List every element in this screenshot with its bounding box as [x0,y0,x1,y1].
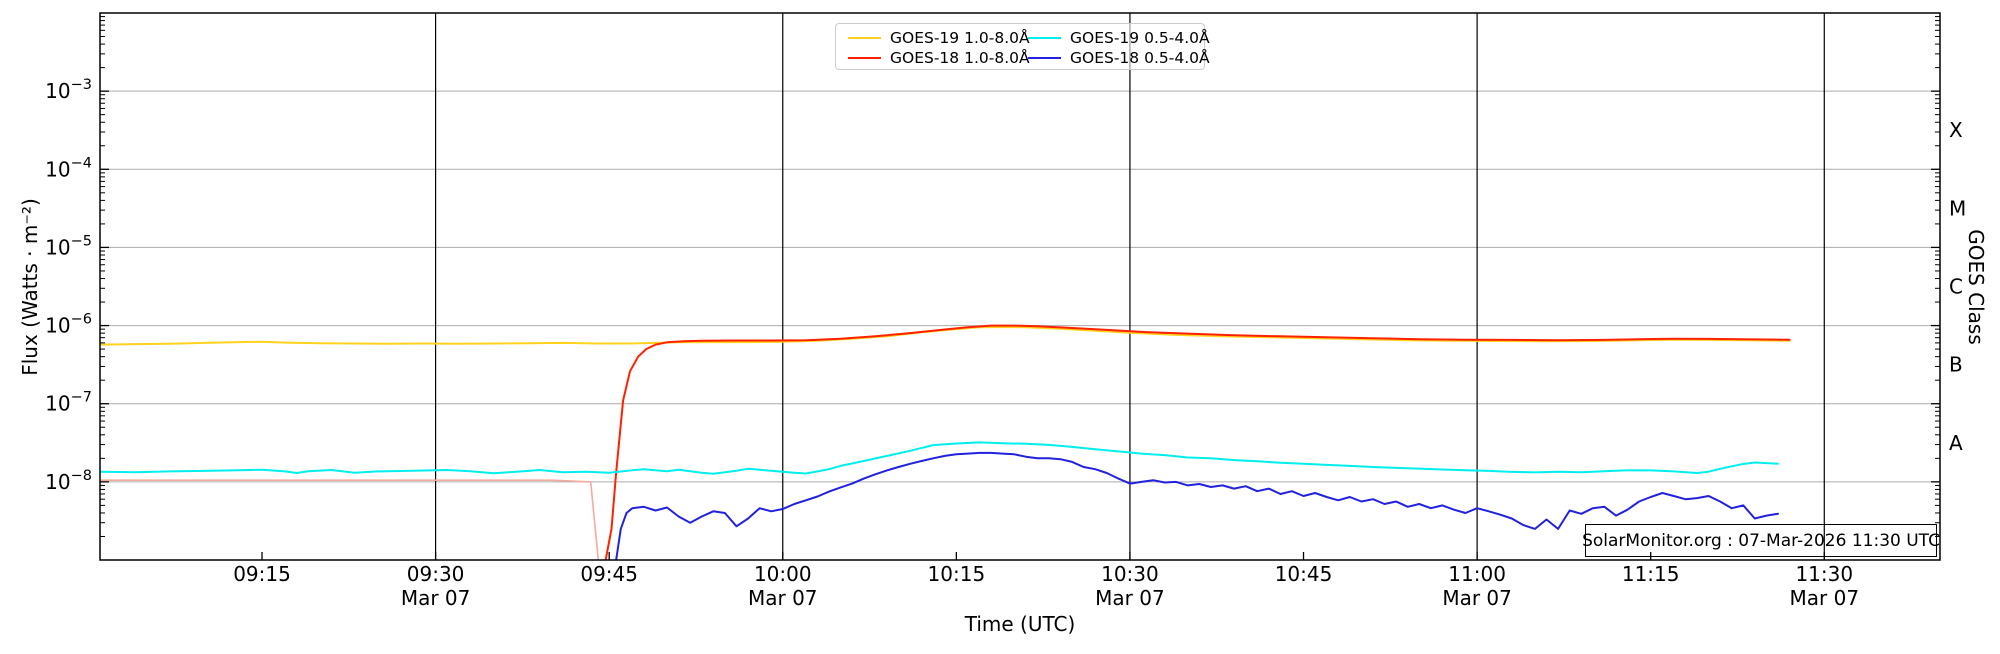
tick-label-y-1e-6: 10−6 [45,312,92,338]
tick-label-y-1e-4: 10−4 [45,155,92,181]
y-axis-title: Flux (Watts · m⁻²) [18,198,42,376]
tick-label-x-1045: 10:45 [1275,562,1333,586]
legend-swatch-goes18-long [848,57,881,60]
tick-date-x-1100: Mar 07 [1442,586,1512,610]
legend-item-goes18-short: GOES-18 0.5-4.0Å [1028,48,1210,68]
legend-label-goes19-short: GOES-19 0.5-4.0Å [1070,28,1210,47]
tick-label-x-1100: 11:00 [1448,562,1506,586]
x-axis-title: Time (UTC) [964,612,1076,636]
legend-label-goes18-short: GOES-18 0.5-4.0Å [1070,49,1210,68]
legend-swatch-goes19-long [848,36,881,39]
tick-label-y-1e-8: 10−8 [45,468,92,494]
legend-label-goes18-long: GOES-18 1.0-8.0Å [890,49,1030,68]
watermark-text: SolarMonitor.org : 07-Mar-2026 11:30 UTC [1582,530,1940,551]
right-axis-title: GOES Class [1964,229,1988,345]
tick-label-x-0930: 09:30 [407,562,465,586]
legend-swatch-goes19-short [1028,36,1061,39]
tick-label-x-1000: 10:00 [754,562,812,586]
tick-date-x-1000: Mar 07 [748,586,818,610]
class-label-m: M [1949,196,1966,220]
tick-label-x-1130: 11:30 [1795,562,1853,586]
legend: GOES-19 1.0-8.0Å GOES-18 1.0-8.0Å GOES-1… [835,23,1210,70]
class-label-c: C [1949,275,1963,299]
series-goes19-short-line [100,441,1779,475]
tick-date-x-0930: Mar 07 [401,586,471,610]
class-label-x: X [1949,118,1963,142]
tick-label-x-1030: 10:30 [1101,562,1159,586]
legend-label-goes19-long: GOES-19 1.0-8.0Å [890,28,1030,47]
tick-label-y-1e-7: 10−7 [45,390,92,416]
tick-label-y-1e-3: 10−3 [45,77,92,103]
class-label-a: A [1949,431,1963,455]
tick-label-y-1e-5: 10−5 [45,233,92,259]
tick-label-x-0915: 09:15 [233,562,291,586]
series-group [100,324,1791,560]
series-goes18-long-line [604,324,1791,560]
plot-border [99,12,1941,561]
legend-swatch-goes18-short [1028,57,1061,60]
tick-date-x-1030: Mar 07 [1095,586,1165,610]
legend-column-short: GOES-19 0.5-4.0Å GOES-18 0.5-4.0Å [1028,27,1210,69]
watermark-box: SolarMonitor.org : 07-Mar-2026 11:30 UTC [1582,524,1940,557]
legend-column-long: GOES-19 1.0-8.0Å GOES-18 1.0-8.0Å [848,27,1030,69]
legend-item-goes18-long: GOES-18 1.0-8.0Å [848,48,1030,68]
class-label-b: B [1949,353,1963,377]
series-goes18-short-line [615,451,1779,560]
tick-label-x-1015: 10:15 [928,562,986,586]
tick-label-x-0945: 09:45 [580,562,638,586]
series-goes18-long-preflare-line [100,479,600,560]
tick-label-x-1115: 11:15 [1622,562,1680,586]
legend-item-goes19-long: GOES-19 1.0-8.0Å [848,28,1030,48]
tick-date-x-1130: Mar 07 [1790,586,1860,610]
legend-item-goes19-short: GOES-19 0.5-4.0Å [1028,28,1210,48]
